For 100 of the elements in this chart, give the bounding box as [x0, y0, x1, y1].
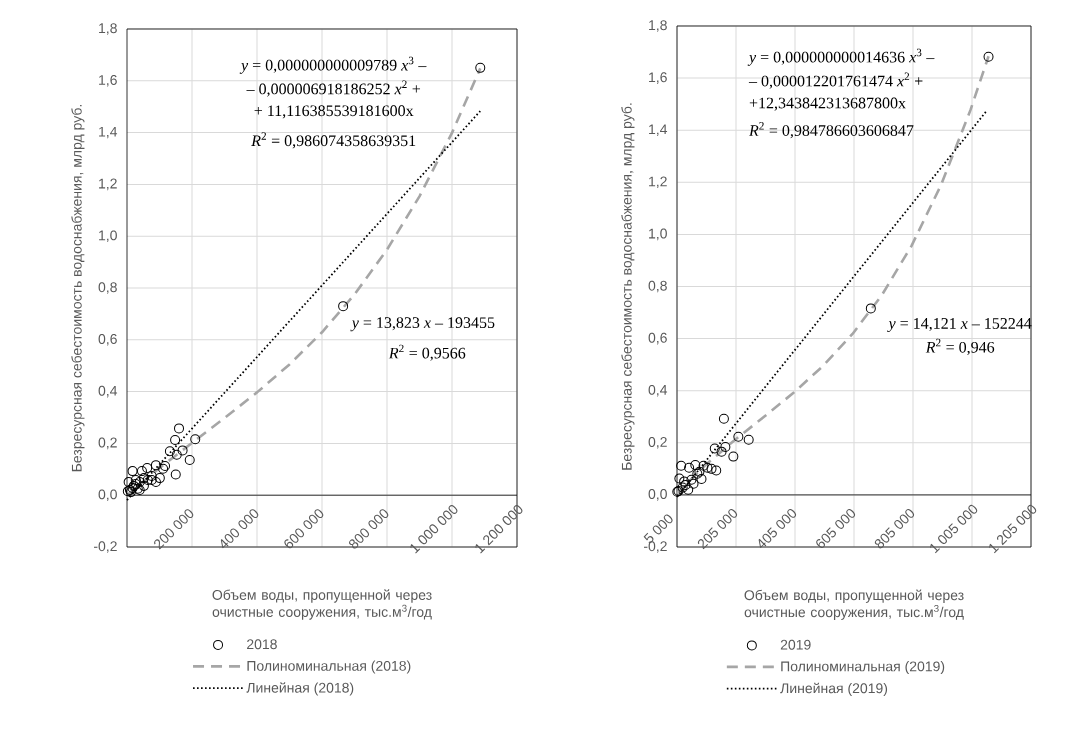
point [733, 431, 744, 442]
y-tick-label: 1,4 [99, 126, 118, 139]
point [696, 474, 707, 485]
annotation: +12,343842313687800x [749, 97, 906, 111]
point [702, 462, 713, 473]
point [127, 466, 138, 477]
annotation: R$^{2}$ = 0,946 [925, 338, 995, 356]
legend-label: 2019 [780, 639, 811, 650]
point [164, 446, 175, 457]
legend-label: 2018 [247, 639, 277, 650]
point [718, 413, 729, 424]
y-tick-label: 1,8 [99, 23, 117, 35]
annotation: R$^{2}$ = 0,9566 [388, 344, 466, 361]
point [743, 434, 754, 445]
point [679, 476, 690, 487]
y-tick-label: 0,0 [648, 489, 667, 501]
point [728, 451, 739, 462]
point [698, 460, 709, 471]
point [142, 474, 153, 485]
y-tick-label: 0,0 [98, 489, 117, 501]
point [688, 478, 699, 489]
point [134, 476, 145, 487]
y-tick-label: 0,2 [98, 437, 117, 450]
x-tick-label: 1 205 000 [989, 504, 1037, 554]
point [154, 473, 165, 484]
x-tick-label: 1 000 000 [410, 505, 458, 554]
y-axis-title: Безресурсная себестоимость водоснабжения, млрд руб. [71, 105, 85, 472]
legend-label: Линейная (2019) [780, 682, 888, 696]
point [690, 459, 701, 470]
point [177, 445, 188, 456]
annotation: R$^{2}$ = 0,984786603606847 [748, 122, 914, 139]
point [150, 476, 161, 487]
point [709, 443, 720, 454]
point [170, 469, 181, 480]
y-tick-label: 1,6 [99, 75, 117, 87]
point [983, 51, 994, 62]
x-tick-label: 605 000 [816, 508, 856, 549]
y-tick-label: 1,2 [649, 176, 667, 189]
point [190, 434, 201, 445]
annotation: R$^{2}$ = 0,986074358639351 [251, 132, 416, 149]
x-axis-title: Объем воды, пропущенной через очистные сооружения, тыс.м$^{3}$/год [744, 589, 964, 620]
point [720, 441, 731, 452]
y-tick-label: 0,2 [648, 437, 667, 449]
y-tick-label: 0,8 [648, 280, 667, 293]
point [865, 303, 876, 314]
legend-label: Полиноминальная (2019) [781, 661, 945, 675]
point [711, 465, 722, 476]
x-tick-label: 1 005 000 [930, 504, 978, 554]
y-axis-title: Безресурсная себестоимость водоснабжения, млрд руб. [621, 103, 635, 470]
point [684, 462, 695, 473]
point [136, 466, 147, 477]
x-tick-label: 200 000 [154, 509, 194, 550]
point [683, 484, 694, 495]
point [674, 473, 685, 484]
x-tick-label: 800 000 [349, 509, 389, 549]
annotation: y = 14,121 x – 152244 [887, 318, 1032, 333]
y-tick-label: -0,2 [643, 541, 667, 553]
y-tick-label: -0,2 [93, 541, 117, 553]
point [184, 454, 195, 465]
point [170, 435, 181, 446]
point [138, 473, 149, 484]
x-tick-label: 600 000 [284, 509, 324, 549]
x-tick-label: 805 000 [874, 508, 915, 549]
y-tick-label: 1,0 [99, 230, 117, 242]
y-tick-label: 1,6 [649, 72, 667, 84]
point [130, 474, 141, 485]
y-tick-label: 0,4 [648, 384, 668, 397]
annotation: y = 0,000000000014636 x$^{3}$ – [747, 48, 935, 66]
point [171, 449, 182, 460]
point [706, 463, 717, 474]
annotation: – 0,000006918186252 x$^{2}$ + [246, 80, 421, 97]
x-tick-label: 400 000 [220, 509, 259, 549]
point [138, 480, 149, 491]
point [123, 476, 134, 487]
point [475, 62, 486, 73]
point [338, 301, 349, 312]
annotation: – 0,000012201761474 x$^{2}$ + [748, 72, 923, 89]
legend-label: Полиноминальная (2018) [247, 660, 411, 674]
y-tick-label: 0,6 [98, 334, 117, 346]
point [142, 463, 153, 473]
annotation: y = 13,823 x – 193455 [350, 317, 495, 332]
y-tick-label: 0,8 [98, 282, 117, 294]
y-tick-label: 0,6 [648, 332, 667, 345]
y-tick-label: 1,8 [649, 20, 667, 32]
y-tick-label: 1,2 [99, 178, 117, 191]
point [174, 423, 184, 434]
y-tick-label: 1,0 [649, 228, 667, 241]
point [676, 460, 687, 471]
x-tick-label: 405 000 [758, 508, 797, 549]
legend-label: Линейная (2018) [246, 682, 354, 696]
x-axis-title: Объем воды, пропущенной через очистные сооружения, тыс.м$^{3}$/год [212, 589, 432, 620]
point [686, 474, 697, 485]
annotation: y = 0,000000000009789 x$^{3}$ – [239, 56, 427, 74]
annotation: + 11,116385539181600x [254, 105, 414, 119]
x-tick-label: 1 200 000 [475, 505, 523, 554]
y-tick-label: 1,4 [649, 124, 668, 136]
point [150, 460, 161, 471]
x-tick-label: 205 000 [697, 508, 738, 550]
y-tick-label: 0,4 [98, 385, 118, 398]
point [716, 446, 727, 457]
